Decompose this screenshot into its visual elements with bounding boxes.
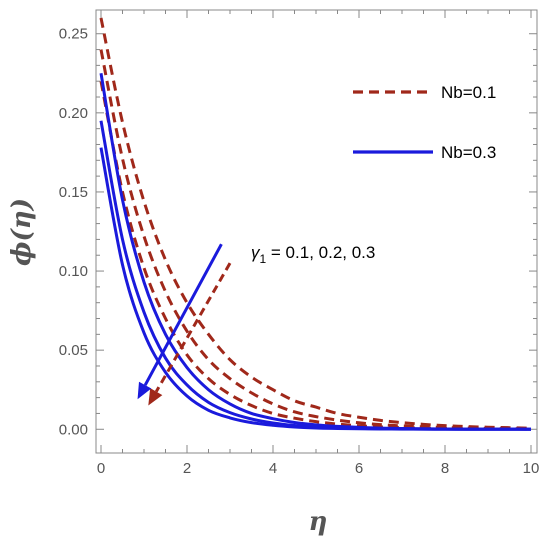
y-tick-label: 0.25: [59, 26, 88, 43]
x-tick-label: 0: [97, 460, 105, 477]
gamma-values: = 0.1, 0.2, 0.3: [266, 243, 375, 262]
legend-label-nb-0-3: Nb=0.3: [441, 143, 496, 162]
gamma-annotation: γ1 = 0.1, 0.2, 0.3: [251, 243, 375, 266]
arrow-nb-0-1: [148, 262, 232, 406]
arrow-nb-0-3: [137, 243, 223, 400]
y-tick-label: 0.05: [59, 342, 88, 359]
gamma-subscript: 1: [260, 252, 267, 266]
plot-area: [95, 9, 538, 454]
x-tick-label: 10: [523, 460, 540, 477]
ticks: [96, 10, 537, 453]
y-tick-label: 0.20: [59, 105, 88, 122]
legend: Nb=0.1 Nb=0.3: [353, 83, 496, 162]
x-tick-label: 2: [183, 460, 191, 477]
y-tick-label: 0.10: [59, 263, 88, 280]
y-tick-label: 0.15: [59, 184, 88, 201]
x-axis-title: η: [309, 507, 328, 537]
series-nb-0-3-gamma-0-3: [99, 147, 531, 431]
arrow-shaft: [154, 262, 232, 393]
arrow-head: [148, 388, 163, 406]
y-tick-label: 0.00: [59, 421, 88, 438]
arrow-layer: [137, 243, 232, 406]
x-tick-label: 4: [269, 460, 277, 477]
series-nb-0-1-gamma-0-1: [99, 17, 532, 430]
x-tick-label: 6: [355, 460, 363, 477]
arrow-shaft: [143, 243, 223, 386]
tick-labels: 0 2 4 6 8 10 0.00 0.05 0.10 0.15 0.20 0.25: [59, 26, 540, 477]
series-layer: [99, 17, 532, 431]
gamma-symbol: γ: [251, 243, 261, 262]
legend-label-nb-0-1: Nb=0.1: [441, 83, 496, 102]
y-axis-title: ϕ(η): [7, 198, 37, 266]
arrow-head: [137, 381, 152, 400]
x-tick-label: 8: [441, 460, 449, 477]
